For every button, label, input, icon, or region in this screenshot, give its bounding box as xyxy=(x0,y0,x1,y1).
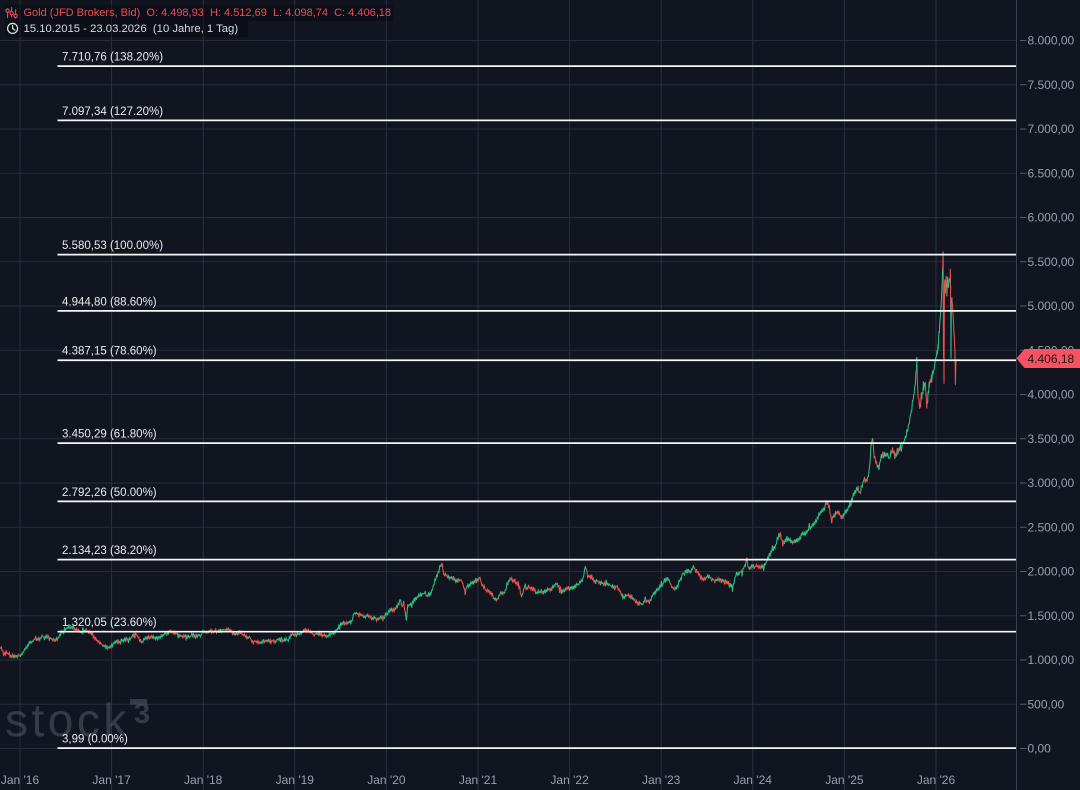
svg-text:Jan '17: Jan '17 xyxy=(92,773,131,787)
svg-text:3.450,29 (61.80%): 3.450,29 (61.80%) xyxy=(62,429,157,441)
svg-text:8.000,00: 8.000,00 xyxy=(1028,34,1075,48)
svg-text:6.000,00: 6.000,00 xyxy=(1028,211,1075,225)
svg-text:4.944,80 (88.60%): 4.944,80 (88.60%) xyxy=(62,296,157,308)
svg-text:Jan '16: Jan '16 xyxy=(1,773,40,787)
svg-text:Jan '20: Jan '20 xyxy=(367,773,406,787)
svg-text:6.500,00: 6.500,00 xyxy=(1028,166,1075,180)
svg-text:0,00: 0,00 xyxy=(1028,742,1052,756)
svg-text:2.134,23 (38.20%): 2.134,23 (38.20%) xyxy=(62,545,157,557)
svg-text:7.000,00: 7.000,00 xyxy=(1028,122,1075,136)
svg-text:3.000,00: 3.000,00 xyxy=(1028,476,1075,490)
svg-text:Jan '23: Jan '23 xyxy=(642,773,681,787)
svg-text:5.580,53 (100.00%): 5.580,53 (100.00%) xyxy=(62,240,163,252)
svg-text:4.000,00: 4.000,00 xyxy=(1028,388,1075,402)
svg-text:7.710,76 (138.20%): 7.710,76 (138.20%) xyxy=(62,52,163,64)
svg-text:Jan '22: Jan '22 xyxy=(550,773,589,787)
svg-text:1.320,05 (23.60%): 1.320,05 (23.60%) xyxy=(62,617,157,629)
svg-text:2.792,26 (50.00%): 2.792,26 (50.00%) xyxy=(62,487,157,499)
svg-text:Jan '26: Jan '26 xyxy=(917,773,956,787)
svg-text:7.500,00: 7.500,00 xyxy=(1028,78,1075,92)
svg-text:4.387,15 (78.60%): 4.387,15 (78.60%) xyxy=(62,346,157,358)
svg-text:3: 3 xyxy=(134,698,150,730)
svg-text:5.000,00: 5.000,00 xyxy=(1028,299,1075,313)
svg-text:1.500,00: 1.500,00 xyxy=(1028,609,1075,623)
svg-text:3.500,00: 3.500,00 xyxy=(1028,432,1075,446)
svg-text:stock: stock xyxy=(5,694,130,746)
svg-text:Gold (JFD Brokers, Bid) O: 4.: Gold (JFD Brokers, Bid) O: 4.498,93 H: 4… xyxy=(24,7,391,19)
svg-text:Jan '18: Jan '18 xyxy=(184,773,223,787)
svg-text:Jan '21: Jan '21 xyxy=(459,773,498,787)
svg-text:2.500,00: 2.500,00 xyxy=(1028,520,1075,534)
svg-text:7.097,34 (127.20%): 7.097,34 (127.20%) xyxy=(62,106,163,118)
svg-text:4.406,18: 4.406,18 xyxy=(1028,352,1075,366)
svg-text:1.000,00: 1.000,00 xyxy=(1028,653,1075,667)
svg-text:Jan '24: Jan '24 xyxy=(734,773,773,787)
svg-text:500,00: 500,00 xyxy=(1028,697,1065,711)
svg-text:3,99 (0.00%): 3,99 (0.00%) xyxy=(62,734,128,746)
svg-text:Jan '25: Jan '25 xyxy=(825,773,864,787)
svg-text:Jan '19: Jan '19 xyxy=(276,773,315,787)
svg-text:15.10.2015 - 23.03.2026 (10 J: 15.10.2015 - 23.03.2026 (10 Jahre, 1 Tag… xyxy=(24,23,239,35)
svg-text:2.000,00: 2.000,00 xyxy=(1028,565,1075,579)
svg-text:5.500,00: 5.500,00 xyxy=(1028,255,1075,269)
